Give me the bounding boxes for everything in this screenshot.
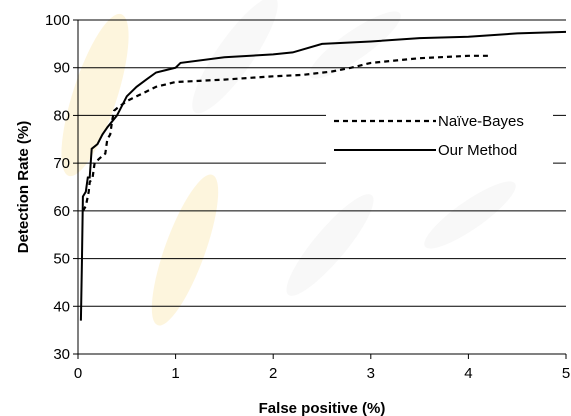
y-axis-title: Detection Rate (%)	[15, 121, 32, 254]
x-tick-label-3: 3	[367, 365, 375, 382]
y-tick-label-40: 40	[53, 298, 70, 315]
x-tick-label-0: 0	[74, 365, 82, 382]
legend-label-naive-bayes: Naïve-Bayes	[438, 113, 524, 130]
x-tick-label-2: 2	[269, 365, 277, 382]
x-tick-label-4: 4	[464, 365, 472, 382]
legend: Naïve-Bayes Our Method	[326, 103, 553, 167]
plot-area-border	[77, 20, 566, 355]
x-axis-title: False positive (%)	[259, 400, 386, 416]
y-tick-label-60: 60	[53, 203, 70, 220]
y-tick-label-50: 50	[53, 251, 70, 268]
x-tick-label-5: 5	[562, 365, 570, 382]
y-tick-label-30: 30	[53, 346, 70, 363]
y-tick-label-70: 70	[53, 155, 70, 172]
y-tick-label-100: 100	[45, 12, 70, 29]
y-tick-label-90: 90	[53, 60, 70, 77]
legend-box	[326, 103, 553, 167]
series-layer	[79, 30, 567, 321]
y-tick-label-80: 80	[53, 107, 70, 124]
legend-label-our-method: Our Method	[438, 142, 517, 159]
series-line-our-method	[79, 30, 567, 321]
tick-layer: 30 40 50 60 70 80 90 100 0 1 2 3 4 5	[45, 12, 570, 382]
x-tick-label-1: 1	[171, 365, 179, 382]
